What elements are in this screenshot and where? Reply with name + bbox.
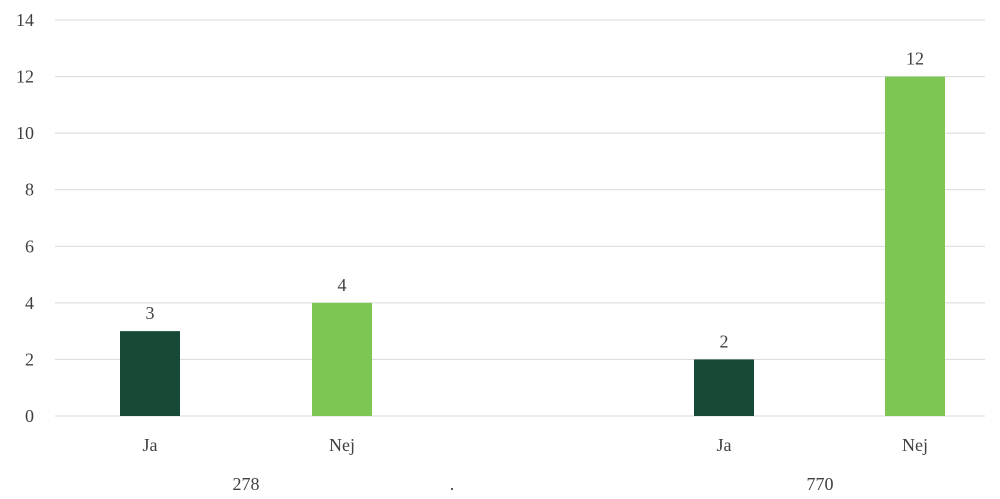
- y-tick-label: 10: [16, 123, 34, 143]
- category-label: Ja: [717, 435, 732, 455]
- bar-278-ja: [120, 331, 180, 416]
- data-label: 12: [906, 49, 924, 69]
- bar-278-nej: [312, 302, 372, 416]
- bar-770-ja: [694, 359, 754, 416]
- data-labels: 3 4 2 12: [146, 49, 925, 352]
- y-tick-label: 14: [16, 10, 34, 30]
- y-axis: 0 2 4 6 8 10 12 14: [16, 10, 34, 426]
- category-label: Nej: [902, 435, 928, 455]
- y-tick-label: 0: [25, 406, 34, 426]
- bars: [120, 76, 945, 417]
- data-label: 2: [720, 331, 729, 351]
- bar-770-nej: [885, 76, 945, 417]
- category-label: Nej: [329, 435, 355, 455]
- gridlines: [55, 19, 985, 417]
- y-tick-label: 2: [25, 349, 34, 369]
- y-tick-label: 4: [25, 293, 34, 313]
- group-label: 278: [233, 474, 260, 494]
- data-label: 3: [146, 303, 155, 323]
- y-tick-label: 12: [16, 67, 34, 87]
- data-label: 4: [338, 275, 347, 295]
- y-tick-label: 8: [25, 180, 34, 200]
- category-label: Ja: [143, 435, 158, 455]
- y-tick-label: 6: [25, 236, 34, 256]
- x-axis: Ja Nej 278 Ja Nej 770.: [143, 435, 929, 494]
- group-label: 770: [807, 474, 834, 494]
- center-label: .: [450, 474, 455, 494]
